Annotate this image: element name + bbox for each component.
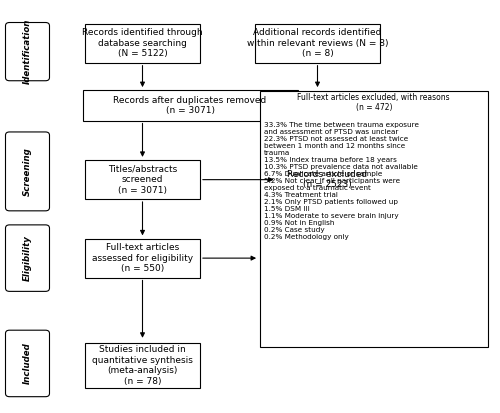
Bar (278, 165, 378, 194)
Text: Records excluded
(n = 2523): Records excluded (n = 2523) (288, 170, 368, 189)
FancyBboxPatch shape (6, 22, 50, 81)
Text: Included: Included (23, 342, 32, 385)
Text: Studies included in
quantitative synthesis
(meta-analysis)
(n = 78): Studies included in quantitative synthes… (92, 345, 193, 386)
Text: Records after duplicates removed
(n = 3071): Records after duplicates removed (n = 30… (114, 96, 266, 115)
Bar (85, 160, 200, 199)
Bar (260, 91, 488, 347)
Text: Titles/abstracts
screened
(n = 3071): Titles/abstracts screened (n = 3071) (108, 165, 177, 195)
FancyBboxPatch shape (6, 330, 50, 396)
Text: Full-text articles excluded, with reasons
(n = 472): Full-text articles excluded, with reason… (298, 93, 450, 112)
Text: Identification: Identification (23, 19, 32, 84)
Text: Full-text articles
assessed for eligibility
(n = 550): Full-text articles assessed for eligibil… (92, 243, 193, 273)
Text: 33.3% The time between trauma exposure
and assessment of PTSD was unclear
22.3% : 33.3% The time between trauma exposure a… (264, 122, 419, 240)
Bar (85, 239, 200, 278)
Bar (255, 24, 380, 63)
FancyBboxPatch shape (6, 225, 50, 292)
Bar (82, 90, 298, 121)
Text: Additional records identified
within relevant reviews (N = 8)
(n = 8): Additional records identified within rel… (247, 28, 388, 58)
Bar (85, 343, 200, 388)
Text: Eligibility: Eligibility (23, 235, 32, 281)
Text: Screening: Screening (23, 147, 32, 196)
Text: Records identified through
database searching
(N = 5122): Records identified through database sear… (82, 28, 203, 58)
FancyBboxPatch shape (6, 132, 50, 211)
Bar (85, 24, 200, 63)
